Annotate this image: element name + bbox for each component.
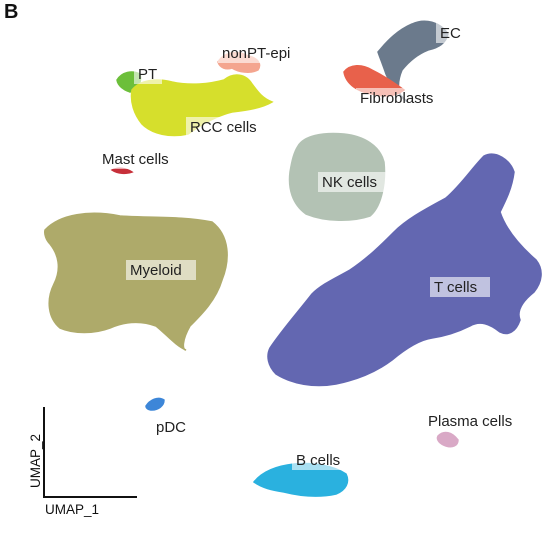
cluster-label-pdc: pDC	[156, 419, 186, 436]
x-axis-label: UMAP_1	[45, 502, 99, 517]
cluster-ec	[377, 20, 449, 103]
cluster-mast-cells	[110, 167, 134, 175]
label-bg-nk-cells	[318, 172, 386, 192]
label-bg-pdc	[152, 417, 192, 437]
label-bg-mast-cells	[98, 149, 182, 169]
label-bg-t-cells	[430, 277, 490, 297]
label-bg-ec	[436, 23, 468, 43]
cluster-t-cells	[267, 153, 542, 387]
label-bg-plasma-cells	[424, 411, 530, 431]
label-bg-nonpt-epi	[218, 43, 300, 63]
label-bg-rcc-cells	[186, 117, 268, 137]
cluster-label-pt: PT	[138, 66, 157, 83]
cluster-b-cells	[252, 462, 349, 497]
cluster-plasma-cells	[436, 431, 459, 448]
label-bg-myeloid	[126, 260, 196, 280]
label-bg-fibroblasts	[356, 88, 448, 108]
cluster-label-ec: EC	[440, 25, 461, 42]
y-axis-label: UMAP_2	[28, 434, 43, 488]
label-bg-pt	[134, 64, 162, 84]
cluster-label-rcc-cells: RCC cells	[190, 119, 257, 136]
cluster-pdc	[145, 397, 165, 411]
axis-indicator	[43, 407, 137, 498]
cluster-label-plasma-cells: Plasma cells	[428, 413, 512, 430]
cluster-label-nonpt-epi: nonPT-epi	[222, 45, 290, 62]
cluster-myeloid	[44, 212, 228, 351]
label-bg-b-cells	[292, 450, 350, 470]
cluster-label-mast-cells: Mast cells	[102, 151, 169, 168]
cluster-rcc-cells	[130, 74, 274, 137]
cluster-label-myeloid: Myeloid	[130, 262, 182, 279]
panel-letter: B	[4, 1, 19, 23]
cluster-label-b-cells: B cells	[296, 452, 340, 469]
cluster-label-t-cells: T cells	[434, 279, 477, 296]
cluster-label-fibroblasts: Fibroblasts	[360, 90, 433, 107]
cluster-label-nk-cells: NK cells	[322, 174, 377, 191]
